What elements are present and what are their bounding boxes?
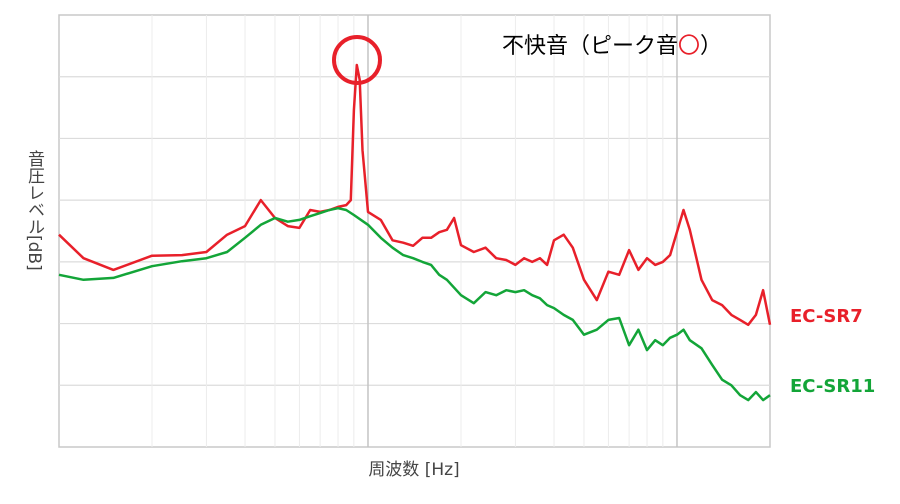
x-axis-label: 周波数 [Hz] [368, 460, 459, 480]
annotation-part: 〇 [678, 34, 700, 59]
series-line [58, 206, 771, 402]
series-label: EC-SR7 [790, 306, 863, 327]
series-label: EC-SR11 [790, 376, 875, 397]
y-axis-label: 音圧レベル[dB] [24, 150, 45, 271]
annotation-part: 不快音（ピーク音 [502, 34, 678, 59]
plot-frame [58, 14, 771, 448]
annotation: 不快音（ピーク音〇） [502, 34, 722, 59]
annotation-part: ） [700, 34, 722, 59]
series-line [58, 63, 772, 327]
peak-circle [332, 35, 382, 85]
